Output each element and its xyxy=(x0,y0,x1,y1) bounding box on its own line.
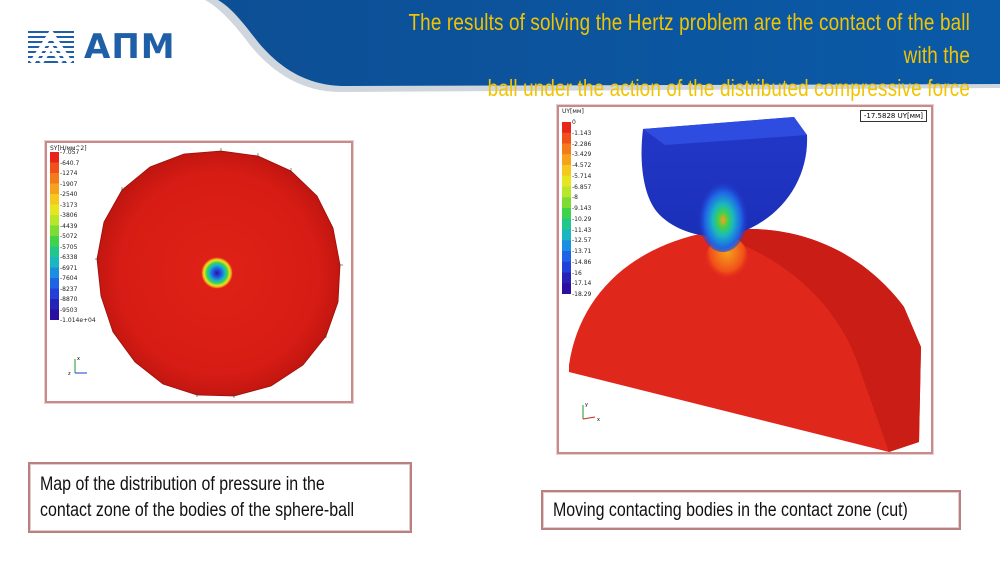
pressure-legend-title: SY[Н/мм^2] xyxy=(50,145,87,152)
mesh-tick-marks xyxy=(95,148,343,398)
upper-contact-zone xyxy=(697,172,749,252)
legend-value: -9503 xyxy=(60,306,78,314)
displacement-legend-title: UY[мм] xyxy=(562,108,584,115)
legend-value: -5.714 xyxy=(572,172,592,180)
colorbar-segment xyxy=(562,143,571,155)
pressure-map-figure: SY[Н/мм^2] -7.057 -640.7 -1274 -1907 -2540 -3… xyxy=(45,141,353,403)
colorbar-segment xyxy=(562,240,571,252)
legend-value: -1.014e+04 xyxy=(60,317,96,324)
legend-value: -10.29 xyxy=(572,215,592,223)
legend-value: -1907 xyxy=(60,180,78,188)
colorbar-segment xyxy=(50,278,59,289)
lower-body-side xyxy=(709,228,921,452)
legend-value: -8237 xyxy=(60,285,78,293)
caption-left-line-1: Map of the distribution of pressure in t… xyxy=(40,474,325,495)
caption-right-text: Moving contacting bodies in the contact … xyxy=(553,500,908,521)
legend-value: -16 xyxy=(572,269,582,277)
legend-value: -5072 xyxy=(60,233,78,240)
colorbar-segment xyxy=(562,154,571,166)
logo-icon xyxy=(28,29,74,65)
legend-value: -12.57 xyxy=(572,237,592,245)
page-title: The results of solving the Hertz problem… xyxy=(380,6,970,105)
legend-value: 0 xyxy=(572,119,576,126)
pressure-colorbar xyxy=(50,152,59,320)
pressure-map-caption: Map of the distribution of pressure in t… xyxy=(28,462,412,533)
axis-x-label: x xyxy=(597,417,600,423)
colorbar-segment xyxy=(50,246,59,258)
max-displacement-callout: -17.5828 UY[мм] xyxy=(859,110,927,122)
legend-value: -3806 xyxy=(60,212,78,219)
colorbar-segment xyxy=(562,208,571,220)
legend-value: -8 xyxy=(572,194,578,202)
colorbar-segment xyxy=(50,204,59,216)
legend-value: -1274 xyxy=(60,170,78,177)
legend-value: -11.43 xyxy=(572,226,592,234)
legend-value: -14.86 xyxy=(572,258,592,266)
colorbar-segment xyxy=(562,283,571,294)
sphere-top-view xyxy=(95,148,343,398)
colorbar-segment xyxy=(50,288,59,300)
colorbar-segment xyxy=(562,272,571,284)
legend-value: -2540 xyxy=(60,191,78,198)
legend-value: -1.143 xyxy=(572,129,592,137)
title-line-1: The results of solving the Hertz problem… xyxy=(408,9,970,68)
colorbar-segment xyxy=(562,186,571,198)
legend-value: -3173 xyxy=(60,201,78,209)
legend-value: -2.286 xyxy=(572,140,592,148)
legend-value: -6.857 xyxy=(572,183,592,191)
colorbar-segment xyxy=(50,152,59,163)
axis-x-label: x xyxy=(77,356,80,362)
colorbar-segment xyxy=(50,299,59,310)
colorbar-segment xyxy=(50,194,59,205)
axis-triad-right: y x xyxy=(582,402,600,423)
legend-value: -3.429 xyxy=(572,151,592,159)
legend-value: -4439 xyxy=(60,222,78,230)
axis-triad-left: x z xyxy=(68,356,87,377)
colorbar-segment xyxy=(50,183,59,195)
displacement-figure: UY[мм] 0 -1.143 -2.286 -3.429 -4.572 -5.714 -6… xyxy=(557,105,933,454)
legend-value: -13.71 xyxy=(572,248,592,255)
colorbar-segment xyxy=(562,218,571,230)
colorbar-segment xyxy=(562,229,571,241)
header-band xyxy=(205,0,1000,92)
legend-value: -8870 xyxy=(60,296,78,303)
contact-bodies-cut-view xyxy=(569,117,921,452)
colorbar-segment xyxy=(50,225,59,237)
colorbar-segment xyxy=(50,173,59,184)
title-line-2: ball under the action of the distributed… xyxy=(487,75,970,101)
colorbar-segment xyxy=(50,257,59,268)
axis-z-label: z xyxy=(68,371,71,377)
legend-value: -9.143 xyxy=(572,205,592,212)
colorbar-segment xyxy=(50,162,59,174)
legend-value: -6971 xyxy=(60,264,78,272)
logo: АПМ xyxy=(28,27,176,67)
logo-text: АПМ xyxy=(84,27,176,67)
legend-value: -640.7 xyxy=(60,159,80,167)
legend-value: -7604 xyxy=(60,275,78,282)
colorbar-segment xyxy=(562,122,571,134)
displacement-caption: Moving contacting bodies in the contact … xyxy=(541,490,961,530)
contact-hotspot xyxy=(201,257,233,289)
caption-left-line-2: contact zone of the bodies of the sphere… xyxy=(40,500,355,521)
colorbar-segment xyxy=(50,267,59,279)
legend-value: -18.29 xyxy=(572,291,592,298)
colorbar-segment xyxy=(50,215,59,226)
colorbar-segment xyxy=(50,309,59,320)
colorbar-segment xyxy=(562,175,571,187)
legend-value: -6338 xyxy=(60,254,78,261)
legend-value: -7.057 xyxy=(60,149,80,156)
colorbar-segment xyxy=(562,197,571,209)
legend-value: -4.572 xyxy=(572,162,592,169)
legend-value: -5705 xyxy=(60,243,78,251)
legend-value: -17.14 xyxy=(572,280,592,288)
axis-y-label: y xyxy=(585,402,588,408)
colorbar-segment xyxy=(562,261,571,273)
colorbar-segment xyxy=(50,236,59,247)
displacement-colorbar xyxy=(562,122,571,294)
upper-body-cap xyxy=(643,117,807,145)
colorbar-segment xyxy=(562,132,571,144)
colorbar-segment xyxy=(562,165,571,177)
colorbar-segment xyxy=(562,251,571,263)
